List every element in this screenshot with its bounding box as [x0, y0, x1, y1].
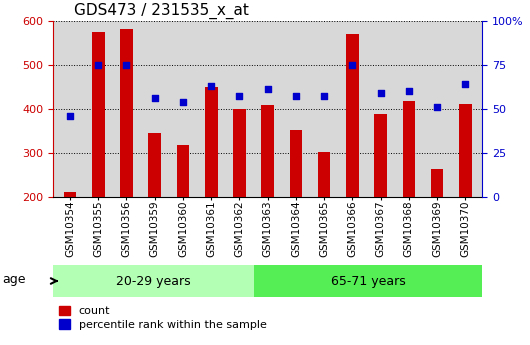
Text: GDS473 / 231535_x_at: GDS473 / 231535_x_at	[74, 3, 249, 19]
Bar	[176, 145, 189, 197]
Point	[320, 93, 329, 99]
Bar	[374, 114, 387, 197]
Point	[207, 83, 215, 89]
Point	[376, 90, 385, 96]
Bar	[205, 87, 217, 197]
Bar	[431, 169, 444, 197]
Point	[263, 87, 272, 92]
Bar	[253, 266, 482, 296]
Bar	[346, 34, 359, 197]
Text: 20-29 years: 20-29 years	[116, 275, 191, 287]
Legend: count, percentile rank within the sample: count, percentile rank within the sample	[58, 306, 267, 330]
Bar	[318, 152, 331, 197]
Point	[433, 104, 441, 110]
Point	[461, 81, 470, 87]
Point	[66, 113, 74, 118]
Point	[179, 99, 187, 105]
Bar	[289, 130, 302, 197]
Bar	[92, 32, 104, 197]
Point	[151, 95, 159, 101]
Bar	[53, 266, 253, 296]
Bar	[120, 30, 133, 197]
Bar	[64, 192, 76, 197]
Point	[122, 62, 131, 68]
Point	[404, 88, 413, 94]
Bar	[233, 109, 246, 197]
Bar	[402, 101, 415, 197]
Text: age: age	[3, 273, 26, 286]
Point	[94, 62, 102, 68]
Bar	[261, 105, 274, 197]
Bar	[148, 133, 161, 197]
Point	[348, 62, 357, 68]
Point	[235, 93, 244, 99]
Point	[292, 93, 300, 99]
Bar	[459, 104, 472, 197]
Text: 65-71 years: 65-71 years	[331, 275, 405, 287]
